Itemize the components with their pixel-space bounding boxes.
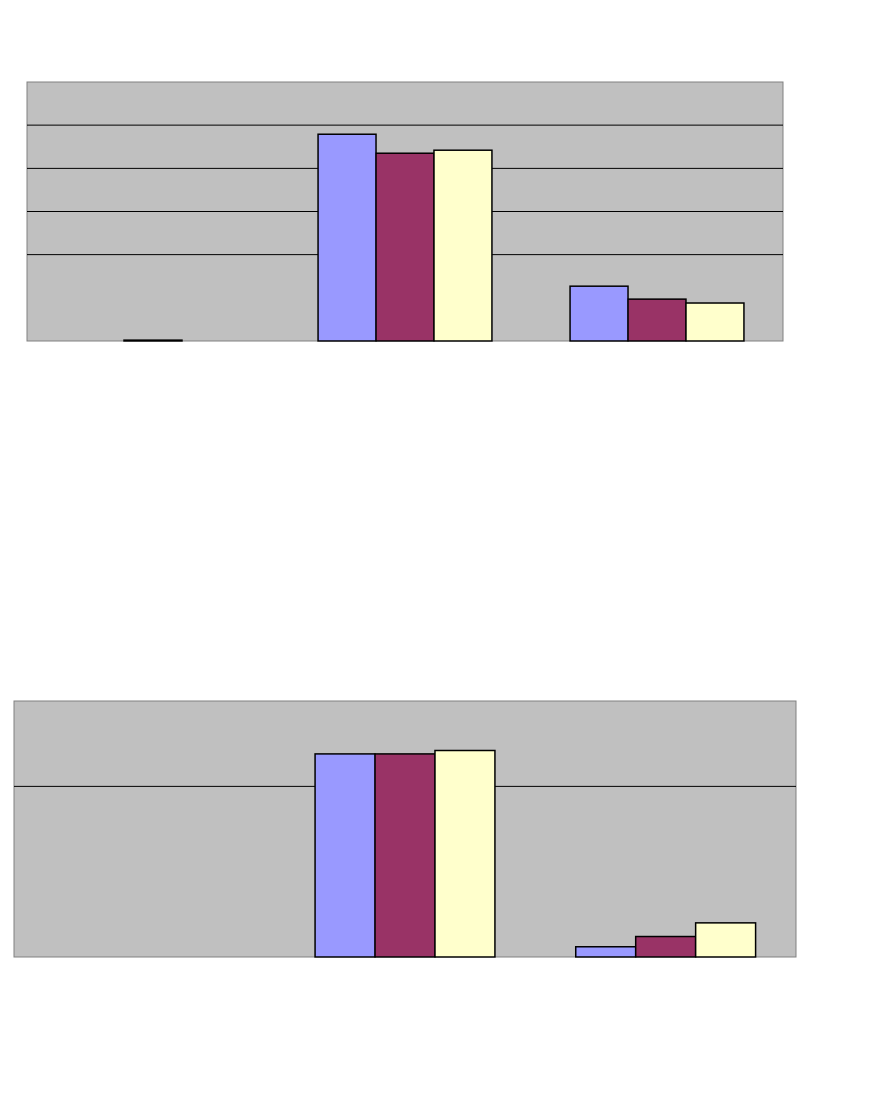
bar [374, 753, 436, 958]
bar [574, 946, 637, 958]
bar [314, 753, 376, 958]
bar [569, 285, 629, 342]
bar [123, 339, 183, 342]
bar [433, 149, 493, 342]
bar [317, 133, 377, 342]
bar [375, 152, 435, 342]
bar [634, 935, 697, 958]
bar [694, 922, 757, 958]
bar [627, 298, 687, 342]
bar [434, 749, 496, 958]
bar [685, 302, 745, 342]
